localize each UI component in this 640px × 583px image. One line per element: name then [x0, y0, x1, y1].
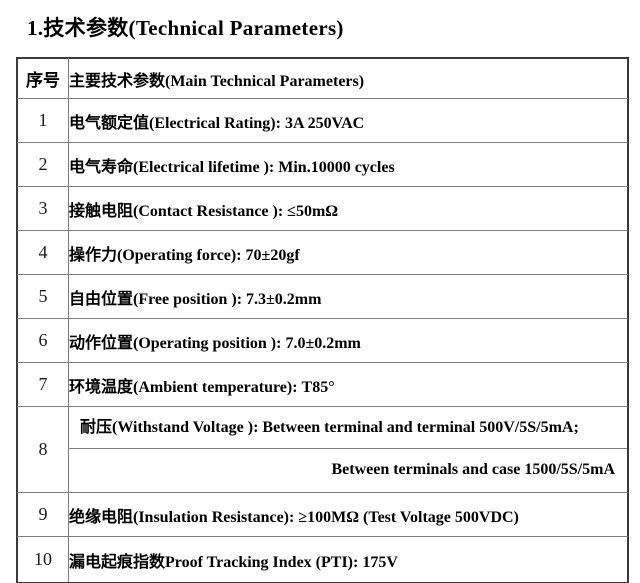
row-parameter-text-line2: Between terminals and case 1500/5S/5mA — [331, 461, 615, 478]
header-cell-main: 主要技术参数(Main Technical Parameters) — [68, 58, 628, 99]
table-row: 7 环境温度(Ambient temperature): T85° — [17, 362, 628, 407]
row-number: 10 — [17, 536, 69, 583]
row-parameter-text: 电气额定值(Electrical Rating): 3A 250VAC — [68, 98, 628, 143]
row-parameter-text: 环境温度(Ambient temperature): T85° — [68, 362, 628, 407]
row-number: 6 — [17, 318, 69, 363]
table-row: 2 电气寿命(Electrical lifetime ): Min.10000 … — [17, 142, 628, 187]
row-number: 5 — [17, 274, 69, 319]
row-parameter-text: 电气寿命(Electrical lifetime ): Min.10000 cy… — [68, 142, 628, 187]
row-number: 3 — [17, 186, 69, 231]
table-row: 4 操作力(Operating force): 70±20gf — [17, 230, 628, 275]
row-parameter-text: 绝缘电阻(Insulation Resistance): ≥100MΩ (Tes… — [68, 492, 628, 537]
row-parameter-text: 操作力(Operating force): 70±20gf — [68, 230, 628, 275]
table-header-row: 序号 主要技术参数(Main Technical Parameters) — [17, 58, 628, 99]
table-row: 9 绝缘电阻(Insulation Resistance): ≥100MΩ (T… — [17, 492, 628, 537]
row-parameter-text: 接触电阻(Contact Resistance ): ≤50mΩ — [68, 186, 628, 231]
row-parameter-text: 自由位置(Free position ): 7.3±0.2mm — [68, 274, 628, 319]
row-number: 4 — [17, 230, 69, 275]
technical-parameters-table: 序号 主要技术参数(Main Technical Parameters) 1 电… — [16, 57, 629, 583]
table-row-withstand-voltage: 8 耐压(Withstand Voltage ): Between termin… — [17, 406, 628, 493]
row-number: 7 — [17, 362, 69, 407]
page-title: 1.技术参数(Technical Parameters) — [27, 16, 344, 40]
row-number: 2 — [17, 142, 69, 187]
row-number: 9 — [17, 492, 69, 537]
row-parameter-text: 动作位置(Operating position ): 7.0±0.2mm — [68, 318, 628, 363]
row-number: 8 — [17, 406, 69, 493]
row-parameter-text-line1: 耐压(Withstand Voltage ): Between terminal… — [69, 407, 627, 449]
row-number: 1 — [17, 98, 69, 143]
table-row: 6 动作位置(Operating position ): 7.0±0.2mm — [17, 318, 628, 363]
table-row: 5 自由位置(Free position ): 7.3±0.2mm — [17, 274, 628, 319]
table-row: 1 电气额定值(Electrical Rating): 3A 250VAC — [17, 98, 628, 143]
row-parameter-text: 漏电起痕指数Proof Tracking Index (PTI): 175V — [68, 536, 628, 583]
table-row: 10 漏电起痕指数Proof Tracking Index (PTI): 175… — [17, 536, 628, 583]
header-cell-no: 序号 — [17, 58, 69, 99]
table-row: 3 接触电阻(Contact Resistance ): ≤50mΩ — [17, 186, 628, 231]
row-parameter-multiline: 耐压(Withstand Voltage ): Between terminal… — [68, 406, 628, 493]
